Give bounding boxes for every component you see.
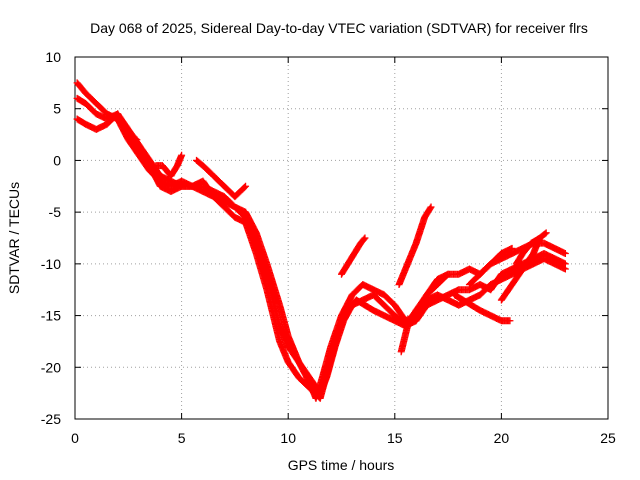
data-point	[427, 203, 435, 211]
y-tick-label: -25	[41, 411, 61, 427]
data-point	[178, 151, 186, 159]
chart-title: Day 068 of 2025, Sidereal Day-to-day VTE…	[90, 20, 588, 36]
data-point	[506, 317, 514, 325]
data-point	[242, 182, 250, 190]
y-tick-label: -15	[41, 308, 61, 324]
y-tick-label: -20	[41, 359, 61, 375]
data-point	[444, 270, 452, 278]
y-tick-label: -5	[49, 204, 62, 220]
x-tick-label: 25	[600, 430, 616, 446]
plot-frame	[74, 56, 609, 420]
series-7	[338, 234, 369, 278]
data-point	[241, 183, 249, 191]
series-5	[152, 151, 186, 180]
data-series	[73, 79, 569, 402]
x-tick-label: 15	[387, 430, 403, 446]
data-point	[561, 250, 569, 258]
series-10	[450, 291, 514, 325]
data-point	[508, 244, 516, 252]
series-8	[395, 203, 435, 289]
series-11	[465, 244, 516, 289]
data-point	[360, 235, 368, 243]
x-axis-label: GPS time / hours	[288, 457, 395, 473]
series-13	[512, 229, 550, 268]
y-tick-label: 0	[53, 152, 61, 168]
series-2	[73, 94, 569, 397]
data-point	[133, 136, 141, 144]
x-tick-label: 0	[71, 430, 79, 446]
x-tick-label: 5	[178, 430, 186, 446]
axis-ticks: 0 5 10 15 20 25 10 5 0 -5 -10 -15 -20 -25	[41, 49, 616, 446]
series-9	[397, 270, 452, 356]
x-tick-label: 10	[280, 430, 296, 446]
data-point	[561, 265, 569, 273]
data-point	[361, 234, 369, 242]
y-tick-label: 5	[53, 101, 61, 117]
series-1	[73, 79, 569, 402]
data-point	[132, 135, 140, 143]
series-4	[120, 125, 141, 144]
series-6	[193, 156, 250, 201]
y-tick-label: -10	[41, 256, 61, 272]
data-point	[541, 230, 549, 238]
y-tick-label: 10	[45, 49, 61, 65]
data-point	[542, 229, 550, 237]
data-point	[426, 204, 434, 212]
chart-grid	[75, 57, 608, 419]
x-tick-label: 20	[494, 430, 510, 446]
y-axis-label: SDTVAR / TECUs	[6, 182, 22, 294]
